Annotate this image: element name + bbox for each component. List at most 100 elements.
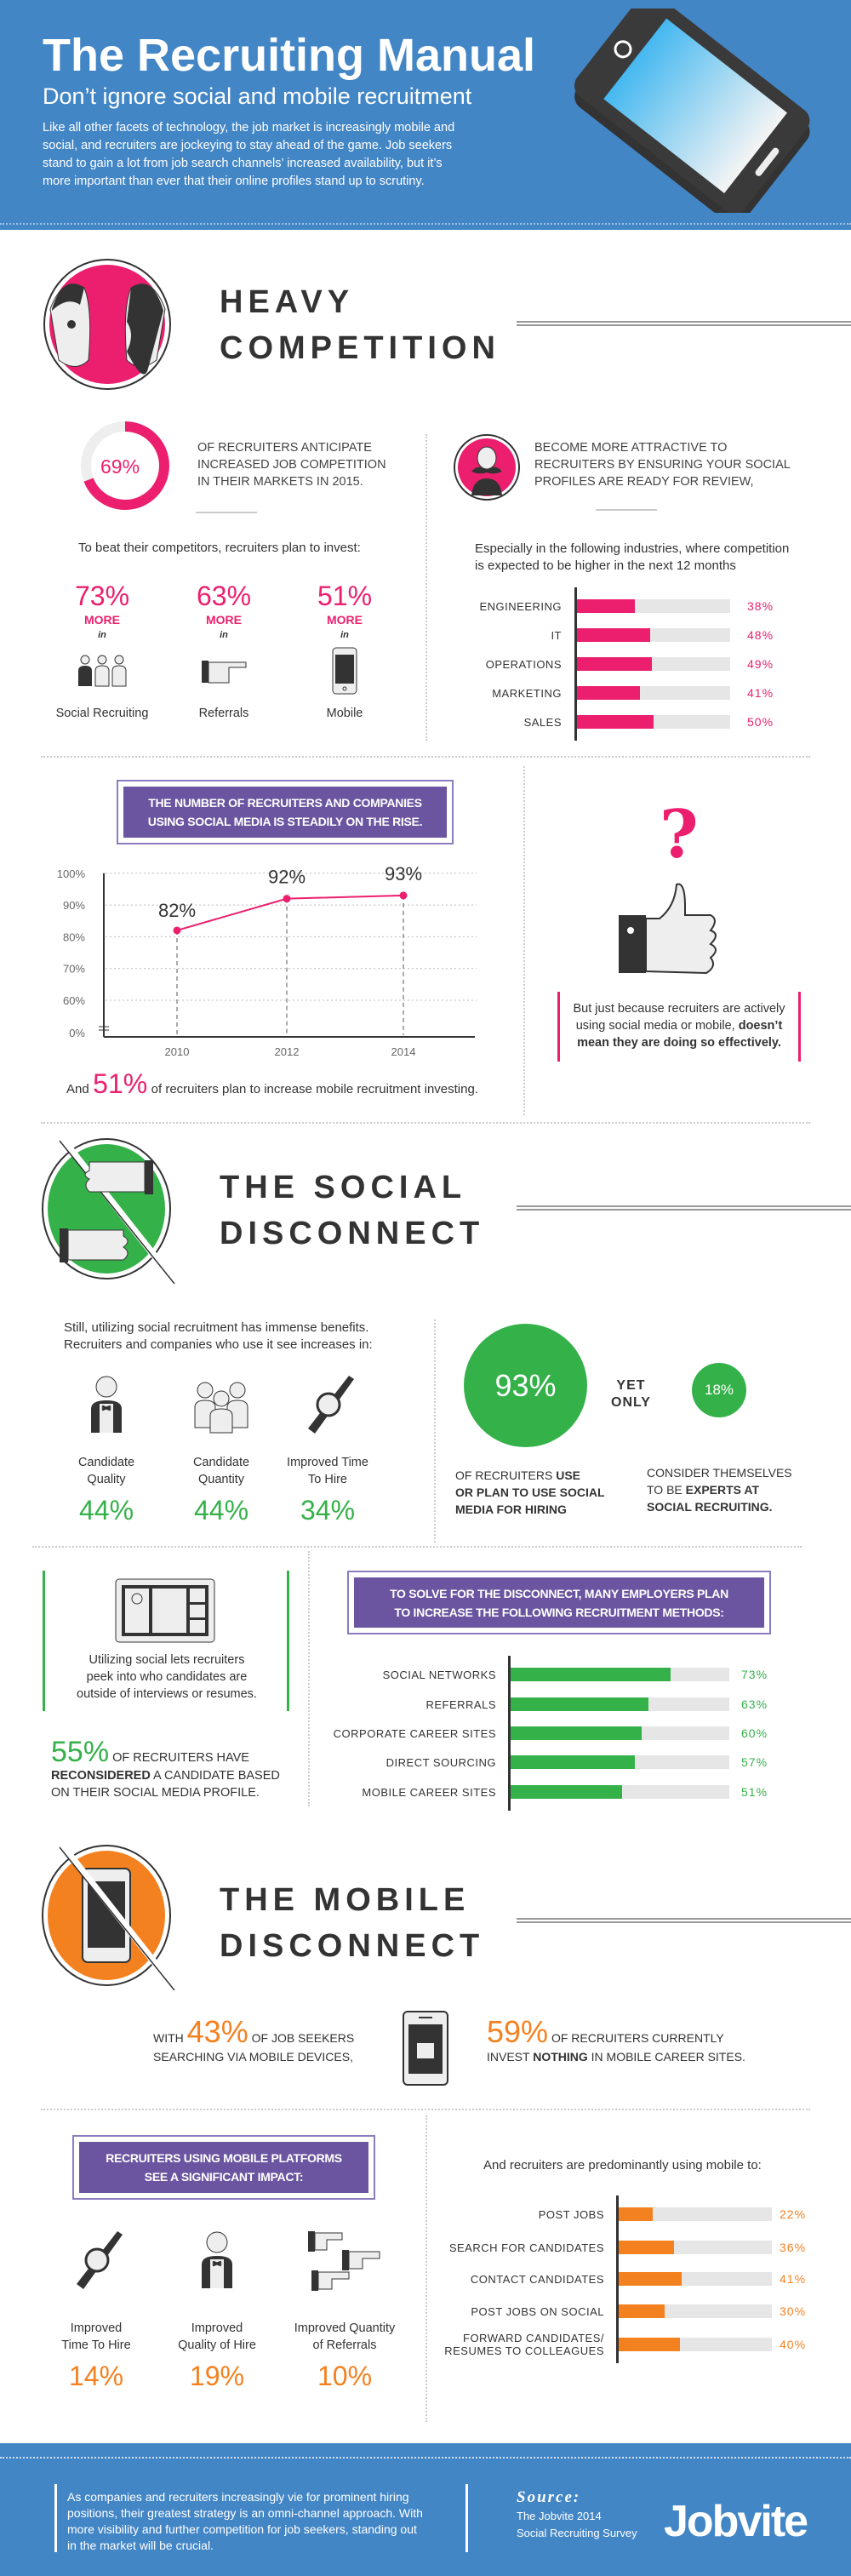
heading-rule — [517, 1918, 851, 1923]
intro-text: Like all other facets of technology, the… — [43, 119, 454, 191]
data-label: 92% — [268, 867, 306, 888]
text-bold: NOTHING — [533, 2050, 588, 2064]
text: INVEST — [487, 2050, 534, 2064]
data-point — [283, 895, 291, 903]
y-tick-label: 60% — [63, 994, 85, 1007]
text-line: TO INCREASE THE FOLLOWING RECRUITMENT ME… — [394, 1605, 724, 1619]
text-bold: EXPERTS AT — [685, 1483, 760, 1497]
invest-item: 51% MORE in Mobile — [277, 581, 413, 720]
text-line: INCREASED JOB COMPETITION — [197, 458, 386, 472]
x-tick-label: 2010 — [165, 1045, 190, 1058]
stat-label: Social Recruiting — [55, 707, 149, 720]
stat-pct: 63% — [196, 581, 252, 611]
intro-line: Like all other facets of technology, the… — [43, 121, 455, 135]
text-line: As companies and recruiters increasingly… — [67, 2490, 409, 2504]
short-rule — [196, 512, 257, 513]
bar-label: CONTACT CANDIDATES — [470, 2273, 604, 2286]
bar-label: POST JOBS — [538, 2208, 604, 2221]
bar-value: 73% — [741, 1668, 768, 1681]
bar-axis — [508, 1656, 511, 1811]
divider — [0, 223, 851, 225]
bar-track — [619, 2338, 772, 2351]
bar-label: IT — [551, 629, 562, 642]
intro-line: social, and recruiters are jockeying to … — [43, 139, 453, 152]
page-subtitle: Don’t ignore social and mobile recruitme… — [43, 83, 472, 109]
text: TO BE — [647, 1483, 686, 1497]
text-line: SEE A SIGNIFICANT IMPACT: — [144, 2170, 304, 2184]
recruiters-nothing-stat: 59% OF RECRUITERS CURRENTLY INVEST NOTHI… — [487, 2017, 745, 2066]
bar-track — [511, 1755, 729, 1769]
small-stat-value: 18% — [704, 1382, 734, 1398]
highlight-pct: 59% — [487, 2014, 549, 2049]
text-line: RECRUITERS USING MOBILE PLATFORMS — [106, 2151, 342, 2165]
section-heading-social: THE SOCIAL DISCONNECT — [220, 1165, 484, 1257]
data-point — [399, 891, 408, 900]
small-stat-text: CONSIDER THEMSELVES TO BE EXPERTS AT SOC… — [647, 1464, 792, 1515]
page-title: The Recruiting Manual — [43, 30, 536, 81]
label-line: Improved Quantity — [294, 2321, 396, 2335]
stat-pct: 34% — [300, 1495, 356, 1526]
text-line: in the market will be crucial. — [67, 2539, 214, 2552]
heading-line: THE MOBILE — [220, 1882, 471, 1918]
bar-value: 60% — [741, 1726, 768, 1740]
pointing-hand-icon — [156, 645, 292, 696]
heading-line: COMPETITION — [220, 330, 500, 366]
stat-pct: 44% — [193, 1495, 249, 1526]
text-line: Recruiters and companies who use it see … — [64, 1337, 373, 1352]
source-label: Source: — [517, 2488, 581, 2506]
bar-fill — [577, 686, 640, 700]
watch-icon — [260, 1371, 396, 1439]
reconsider-stat: 55% OF RECRUITERS HAVE RECONSIDERED A CA… — [51, 1737, 280, 1801]
bar-fill — [577, 599, 636, 613]
peek-box — [43, 1571, 289, 1711]
bar-value: 22% — [780, 2207, 807, 2221]
text-line: peek into who candidates are — [86, 1670, 248, 1684]
source: Source: The Jobvite 2014 Social Recruiti… — [517, 2487, 637, 2542]
text-line: USING SOCIAL MEDIA IS STEADILY ON THE RI… — [147, 815, 423, 828]
competition-faces-icon — [43, 259, 171, 390]
data-label: 93% — [385, 863, 422, 884]
bar-fill — [511, 1697, 648, 1711]
text: A CANDIDATE BASED — [150, 1769, 280, 1783]
bar-track — [577, 628, 730, 642]
divider — [434, 1319, 436, 1543]
divider — [32, 1546, 802, 1548]
bar-track — [619, 2207, 772, 2221]
bar-value: 63% — [741, 1697, 768, 1711]
bar-fill — [577, 628, 651, 642]
jobvite-logo: Jobvite — [664, 2497, 808, 2546]
divider — [523, 766, 525, 1115]
text-bold: MEDIA FOR HIRING — [455, 1503, 567, 1516]
disconnected-handshake-icon — [42, 1138, 178, 1284]
text-bold: RECONSIDERED — [51, 1769, 151, 1783]
heading-line: HEAVY — [220, 284, 355, 320]
donut-text: OF RECRUITERS ANTICIPATE INCREASED JOB C… — [197, 439, 386, 490]
y-tick-label: 70% — [63, 963, 85, 976]
social-intro: Still, utilizing social recruitment has … — [64, 1319, 373, 1354]
impact-item: Improved Quality of Hire 19% — [149, 2226, 285, 2392]
bar-value: 36% — [780, 2241, 807, 2254]
label-line: Improved — [70, 2321, 123, 2335]
uses-intro: And recruiters are predominantly using m… — [483, 2158, 762, 2172]
bar-value: 48% — [747, 628, 774, 642]
stat-label: Referrals — [198, 707, 249, 720]
question-mark-icon: ? — [660, 796, 699, 873]
text: WITH — [153, 2031, 184, 2045]
small-stat-circle: 18% — [692, 1363, 746, 1417]
methods-callout: TO SOLVE FOR THE DISCONNECT, MANY EMPLOY… — [347, 1571, 771, 1634]
intro-line: more important than ever that their onli… — [43, 175, 425, 188]
data-label: 82% — [158, 900, 196, 921]
big-stat-value: 93% — [494, 1367, 557, 1403]
heading-rule — [517, 321, 851, 326]
tuxedo-person-icon — [38, 1371, 174, 1439]
bar-label: OPERATIONS — [485, 658, 562, 671]
stat-label: Improved Time To Hire — [28, 2320, 164, 2354]
impact-callout: RECRUITERS USING MOBILE PLATFORMS SEE A S… — [72, 2135, 375, 2200]
watch-icon — [28, 2226, 164, 2294]
stat-label: Improved Quantity of Referrals — [277, 2320, 413, 2354]
text-bold: SOCIAL RECRUITING. — [647, 1500, 773, 1514]
benefit-item: Candidate Quality 44% — [38, 1371, 174, 1526]
bar-value: 49% — [747, 657, 774, 671]
stat-label: Candidate Quantity — [153, 1454, 289, 1488]
footer: As companies and recruiters increasingly… — [0, 2443, 851, 2576]
